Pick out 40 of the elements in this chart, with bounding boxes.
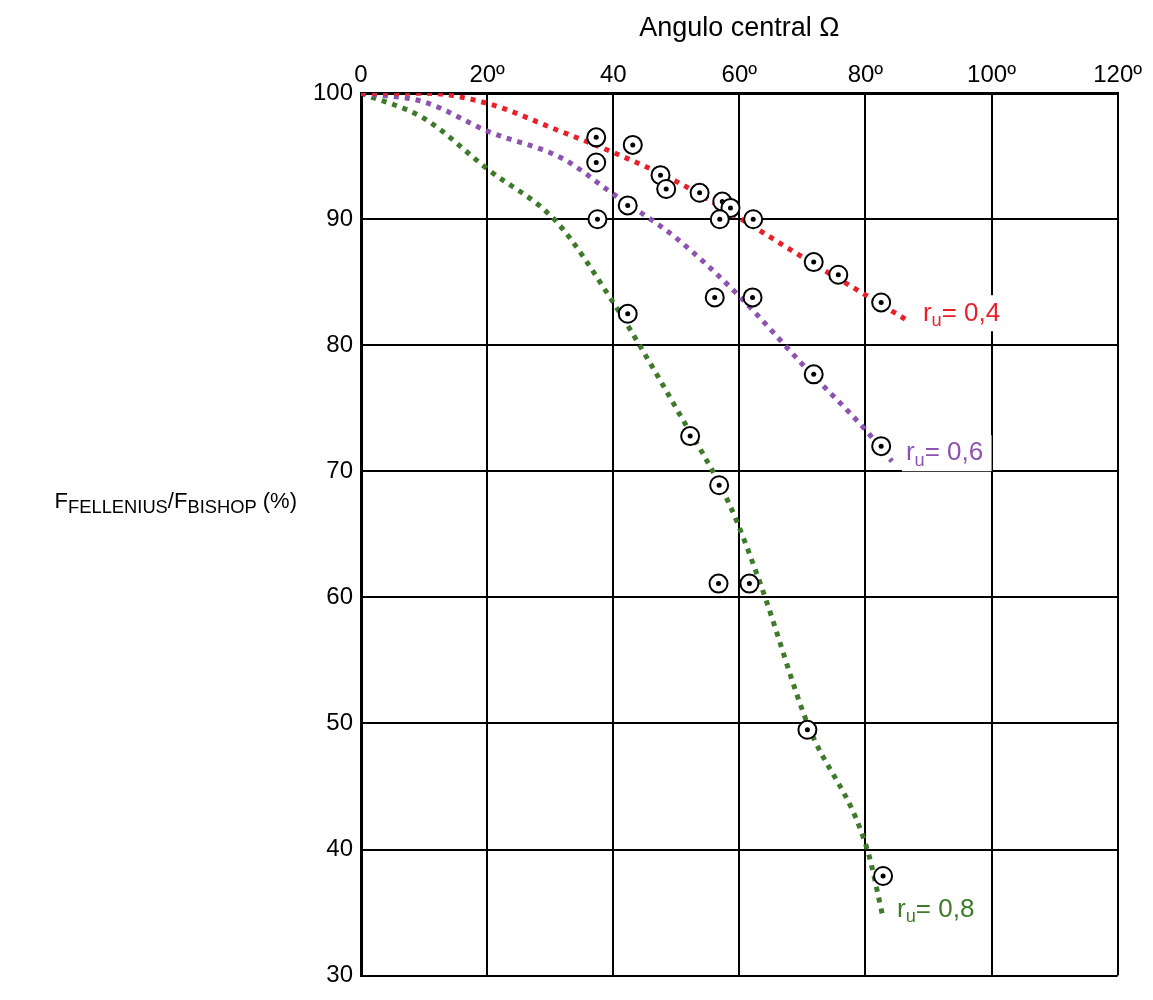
point — [743, 209, 764, 230]
x-tick-label: 120º — [1093, 60, 1143, 88]
point — [709, 475, 730, 496]
x-tick-label: 40 — [599, 60, 627, 88]
x-tick-label: 20º — [469, 60, 506, 88]
point — [587, 209, 608, 230]
point — [739, 573, 760, 594]
y-tick-label: 70 — [326, 456, 354, 483]
y-tick-label: 30 — [326, 960, 354, 988]
point — [680, 426, 701, 447]
point — [704, 287, 725, 308]
point — [873, 866, 894, 887]
y-tick-label: 40 — [326, 834, 354, 862]
point — [871, 292, 892, 313]
point — [803, 364, 824, 385]
x-axis-title: Angulo central Ω — [639, 11, 840, 42]
x-tick-label: 100º — [967, 60, 1017, 88]
y-tick-label: 100 — [313, 77, 354, 105]
y-tick-label: 60 — [326, 582, 354, 610]
point — [828, 264, 849, 285]
point — [656, 179, 677, 199]
point — [617, 303, 638, 324]
point — [797, 719, 818, 740]
y-tick-label: 50 — [326, 708, 354, 736]
point — [871, 436, 892, 457]
y-axis-title: F$_{FELLENIUS}$/F$_{BISHOP}$ (%) — [54, 487, 297, 519]
y-tick-label: 80 — [326, 329, 354, 357]
point — [709, 209, 730, 230]
y-tick-label: 90 — [326, 203, 354, 231]
point — [617, 195, 638, 216]
point — [803, 252, 824, 273]
x-tick-label: 80º — [847, 60, 884, 88]
x-tick-label: 0 — [354, 60, 368, 88]
point — [586, 152, 607, 173]
point — [708, 573, 729, 594]
point — [689, 182, 710, 203]
point — [622, 134, 643, 155]
point — [586, 127, 607, 148]
point — [742, 287, 763, 308]
x-tick-label: 60º — [721, 60, 758, 88]
